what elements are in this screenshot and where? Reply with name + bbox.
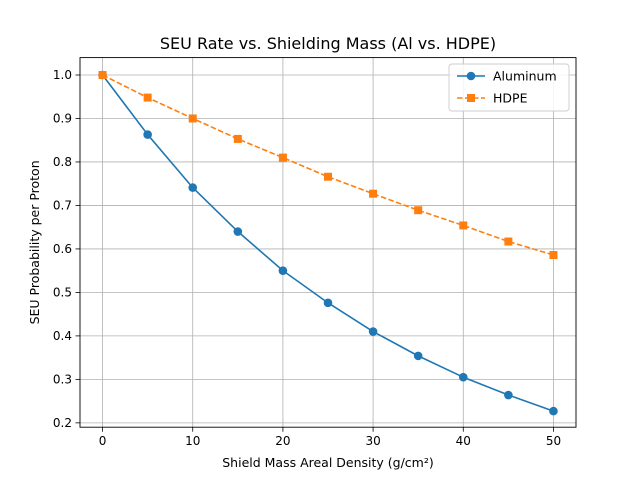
y-tick-label: 0.5	[53, 286, 72, 300]
x-tick-label: 50	[546, 434, 561, 448]
y-tick-label: 0.2	[53, 416, 72, 430]
data-point-marker	[323, 298, 333, 308]
data-point-marker	[504, 237, 513, 246]
series-layer	[98, 70, 558, 416]
data-point-marker	[458, 372, 468, 382]
y-tick-label: 0.9	[53, 112, 72, 126]
series-aluminum	[98, 70, 558, 416]
x-axis-label: Shield Mass Areal Density (g/cm²)	[222, 455, 434, 470]
chart-title: SEU Rate vs. Shielding Mass (Al vs. HDPE…	[160, 34, 496, 53]
legend-entry: Aluminum	[457, 69, 557, 84]
grid	[80, 57, 576, 428]
x-tick-label: 20	[275, 434, 290, 448]
data-point-marker	[459, 221, 468, 230]
series-line	[102, 74, 554, 256]
data-point-marker	[324, 172, 332, 181]
data-point-marker	[188, 114, 197, 123]
x-tick-label: 0	[99, 434, 107, 448]
x-tick-label: 10	[185, 434, 200, 448]
legend-label: HDPE	[493, 91, 528, 106]
y-tick-label: 1.0	[53, 68, 72, 82]
data-point-marker	[278, 266, 288, 275]
data-point-marker	[188, 183, 198, 192]
data-point-marker	[413, 351, 423, 361]
data-point-marker	[143, 130, 152, 139]
data-point-marker	[278, 153, 287, 162]
data-point-marker	[504, 390, 513, 400]
legend-marker	[467, 94, 475, 102]
data-point-marker	[143, 93, 152, 102]
data-point-marker	[368, 327, 378, 336]
series-hdpe	[98, 70, 558, 260]
data-point-marker	[549, 251, 558, 260]
y-tick-label: 0.4	[53, 329, 72, 343]
legend-marker	[466, 71, 476, 81]
x-tick-label: 30	[365, 434, 380, 448]
data-point-marker	[233, 227, 243, 236]
y-tick-label: 0.7	[53, 199, 72, 213]
legend-label: Aluminum	[493, 69, 557, 84]
x-tick-label: 40	[456, 434, 471, 448]
legend: Aluminum HDPE	[448, 63, 570, 112]
plot-frame	[79, 57, 577, 428]
y-tick-label: 0.3	[53, 373, 72, 387]
data-point-marker	[369, 189, 378, 198]
data-point-marker	[233, 134, 242, 143]
data-point-marker	[98, 70, 107, 79]
y-tick-label: 0.6	[53, 242, 72, 256]
data-point-marker	[549, 406, 558, 416]
axis-ticks: 0 10 20 30 40 50 0.2 0.3 0.4 0.5 0.6 0.7 0.8 0.9 1.0	[53, 68, 561, 448]
y-tick-label: 0.8	[53, 155, 72, 169]
legend-entry: HDPE	[457, 91, 528, 106]
y-axis-label: SEU Probability per Proton	[27, 160, 42, 324]
data-point-marker	[414, 206, 423, 215]
